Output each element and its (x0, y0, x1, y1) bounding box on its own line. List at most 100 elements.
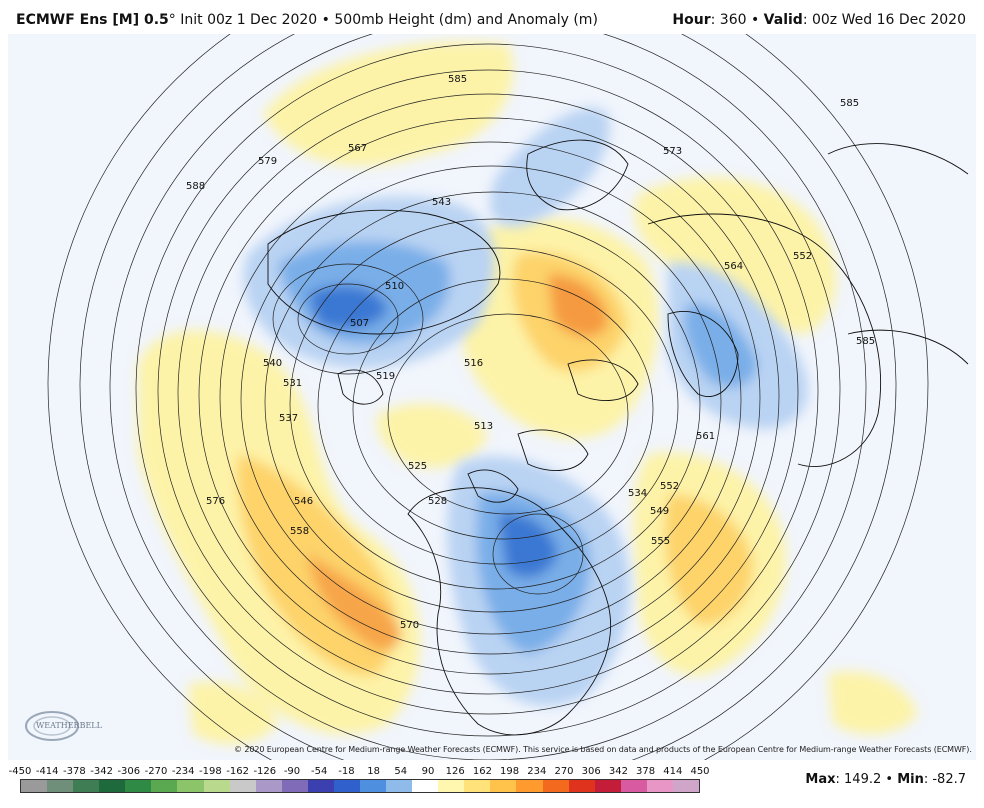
min-value: : -82.7 (923, 772, 966, 787)
contour-label: 540 (263, 358, 282, 369)
colorbar-tick-label: -306 (117, 766, 141, 777)
negative-anomalies (243, 107, 808, 706)
max-value: : 149.2 • (835, 772, 898, 787)
contour-label: 585 (856, 336, 875, 347)
colorbar-tick-label: 54 (394, 766, 408, 777)
colorbar-tick-label: -90 (283, 766, 301, 777)
contour-label: 510 (385, 281, 404, 292)
contour-label: 534 (628, 488, 647, 499)
chart-title: ECMWF Ens [M] 0.5° Init 00z 1 Dec 2020 •… (16, 12, 598, 28)
colorbar-swatch (360, 780, 387, 792)
logo-text: WEATHERBELL (36, 721, 103, 730)
min-label: Min (897, 772, 924, 787)
colorbar-tick-label: 306 (581, 766, 601, 777)
header-bar: ECMWF Ens [M] 0.5° Init 00z 1 Dec 2020 •… (0, 0, 984, 34)
height-contours (47, 34, 929, 760)
contour-label: 513 (474, 421, 493, 432)
colorbar-swatch (438, 780, 465, 792)
colorbar-swatch (490, 780, 517, 792)
colorbar-swatch (672, 780, 700, 792)
colorbar: -450 -414 -378 -342 -306 -270 -234 -198 -162 -126… (0, 762, 984, 808)
colorbar-swatch (47, 780, 74, 792)
colorbar-swatch (99, 780, 126, 792)
contour-label: 537 (279, 413, 298, 424)
colorbar-swatch (412, 780, 439, 792)
colorbar-tick-label: -126 (253, 766, 277, 777)
colorbar-tick-label: -414 (35, 766, 59, 777)
colorbar-swatch (21, 780, 48, 792)
weatherbell-logo: WEATHERBELL (25, 711, 103, 741)
colorbar-swatch (620, 780, 647, 792)
contour-label: 507 (350, 318, 369, 329)
colorbar-tick-label: -54 (311, 766, 328, 777)
contour-label: 570 (400, 620, 419, 631)
colorbar-swatch (333, 780, 361, 792)
contour-label: 588 (186, 181, 205, 192)
colorbar-tick-label: 126 (445, 766, 465, 777)
colorbar-tick-label: 90 (421, 766, 435, 777)
colorbar-swatch (594, 780, 621, 792)
colorbar-swatch (568, 780, 595, 792)
contour-label: 585 (840, 98, 859, 109)
colorbar-tick-label: 198 (500, 766, 520, 777)
colorbar-tick-label: 162 (472, 766, 492, 777)
coastlines (267, 139, 969, 736)
colorbar-labels: -450 -414 -378 -342 -306 -270 -234 -198 -162 -126… (8, 766, 712, 778)
contour-label: 564 (724, 261, 743, 272)
contour-label: 573 (663, 146, 682, 157)
contour-label: 576 (206, 496, 225, 507)
colorbar-tick-label: -198 (199, 766, 222, 777)
polar-map: 585 567 579 588 543 510 507 540 531 537 … (8, 34, 976, 760)
colorbar-tick-label: 234 (527, 766, 547, 777)
colorbar-swatch (177, 780, 204, 792)
colorbar-swatch (542, 780, 569, 792)
colorbar-swatch (255, 780, 282, 792)
max-min-stats: Max: 149.2 • Min: -82.7 (805, 772, 966, 787)
colorbar-swatch (464, 780, 491, 792)
colorbar-swatch (125, 780, 152, 792)
contour-label: 567 (348, 143, 367, 154)
copyright-notice: © 2020 European Centre for Medium-range … (234, 745, 972, 754)
init-text: Init 00z 1 Dec 2020 • 500mb Height (dm) … (175, 12, 598, 28)
colorbar-tick-label: 270 (554, 766, 574, 777)
colorbar-tick-label: -270 (144, 766, 168, 777)
colorbar-tick-label: 414 (663, 766, 683, 777)
contour-label: 579 (258, 156, 277, 167)
colorbar-tick-label: -450 (8, 766, 32, 777)
contour-label: 546 (294, 496, 313, 507)
max-label: Max (805, 772, 836, 787)
colorbar-swatch (281, 780, 308, 792)
contour-label: 525 (408, 461, 427, 472)
valid-value: : 00z Wed 16 Dec 2020 (802, 12, 966, 28)
valid-label: Valid (763, 12, 803, 28)
colorbar-tick-label: -18 (338, 766, 355, 777)
contour-label: 561 (696, 431, 715, 442)
contour-label: 555 (651, 536, 670, 547)
colorbar-tick-label: 342 (608, 766, 628, 777)
contour-label: 552 (793, 251, 812, 262)
colorbar-tick-label: -342 (90, 766, 113, 777)
colorbar-swatch (646, 780, 673, 792)
hour-label: Hour (672, 12, 711, 28)
degree-symbol: ° (168, 12, 176, 28)
hour-value: : 360 • (710, 12, 764, 28)
colorbar-tick-label: -234 (171, 766, 195, 777)
colorbar-swatch (386, 780, 413, 792)
colorbar-tick-label: 378 (636, 766, 656, 777)
colorbar-swatch (203, 780, 230, 792)
contour-label: 585 (448, 74, 467, 85)
positive-anomalies (138, 41, 918, 745)
colorbar-tick-label: -378 (63, 766, 86, 777)
colorbar-swatch (307, 780, 334, 792)
contour-label: 531 (283, 378, 302, 389)
contour-label: 552 (660, 481, 679, 492)
contour-label: 528 (428, 496, 447, 507)
valid-time: Hour: 360 • Valid: 00z Wed 16 Dec 2020 (672, 12, 966, 28)
contour-label: 543 (432, 197, 451, 208)
colorbar-swatch (73, 780, 100, 792)
contour-label: 549 (650, 506, 669, 517)
colorbar-swatches (20, 779, 700, 793)
contour-label: 516 (464, 358, 483, 369)
colorbar-tick-label: 18 (367, 766, 380, 777)
colorbar-tick-label: -162 (226, 766, 249, 777)
